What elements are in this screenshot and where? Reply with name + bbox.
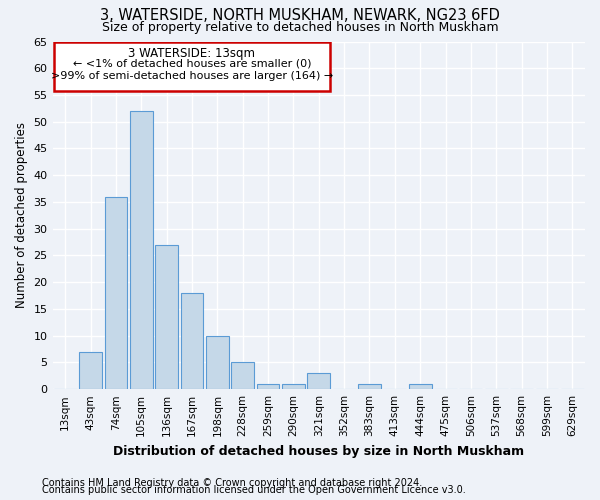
Text: Contains public sector information licensed under the Open Government Licence v3: Contains public sector information licen… (42, 485, 466, 495)
Bar (130, 111, 152, 389)
Bar (206, 336, 229, 389)
Text: ← <1% of detached houses are smaller (0): ← <1% of detached houses are smaller (0) (73, 58, 311, 68)
Bar (307, 373, 330, 389)
Text: >99% of semi-detached houses are larger (164) →: >99% of semi-detached houses are larger … (51, 71, 333, 81)
Y-axis label: Number of detached properties: Number of detached properties (15, 122, 28, 308)
X-axis label: Distribution of detached houses by size in North Muskham: Distribution of detached houses by size … (113, 444, 524, 458)
Bar (358, 384, 381, 389)
Bar (181, 293, 203, 389)
FancyBboxPatch shape (54, 42, 330, 90)
Bar (155, 245, 178, 389)
Text: 3 WATERSIDE: 13sqm: 3 WATERSIDE: 13sqm (128, 48, 256, 60)
Text: Contains HM Land Registry data © Crown copyright and database right 2024.: Contains HM Land Registry data © Crown c… (42, 478, 422, 488)
Bar (104, 196, 127, 389)
Bar (79, 352, 102, 389)
Text: Size of property relative to detached houses in North Muskham: Size of property relative to detached ho… (101, 21, 499, 34)
Bar (257, 384, 280, 389)
Bar (231, 362, 254, 389)
Text: 3, WATERSIDE, NORTH MUSKHAM, NEWARK, NG23 6FD: 3, WATERSIDE, NORTH MUSKHAM, NEWARK, NG2… (100, 8, 500, 22)
Bar (409, 384, 431, 389)
Bar (282, 384, 305, 389)
